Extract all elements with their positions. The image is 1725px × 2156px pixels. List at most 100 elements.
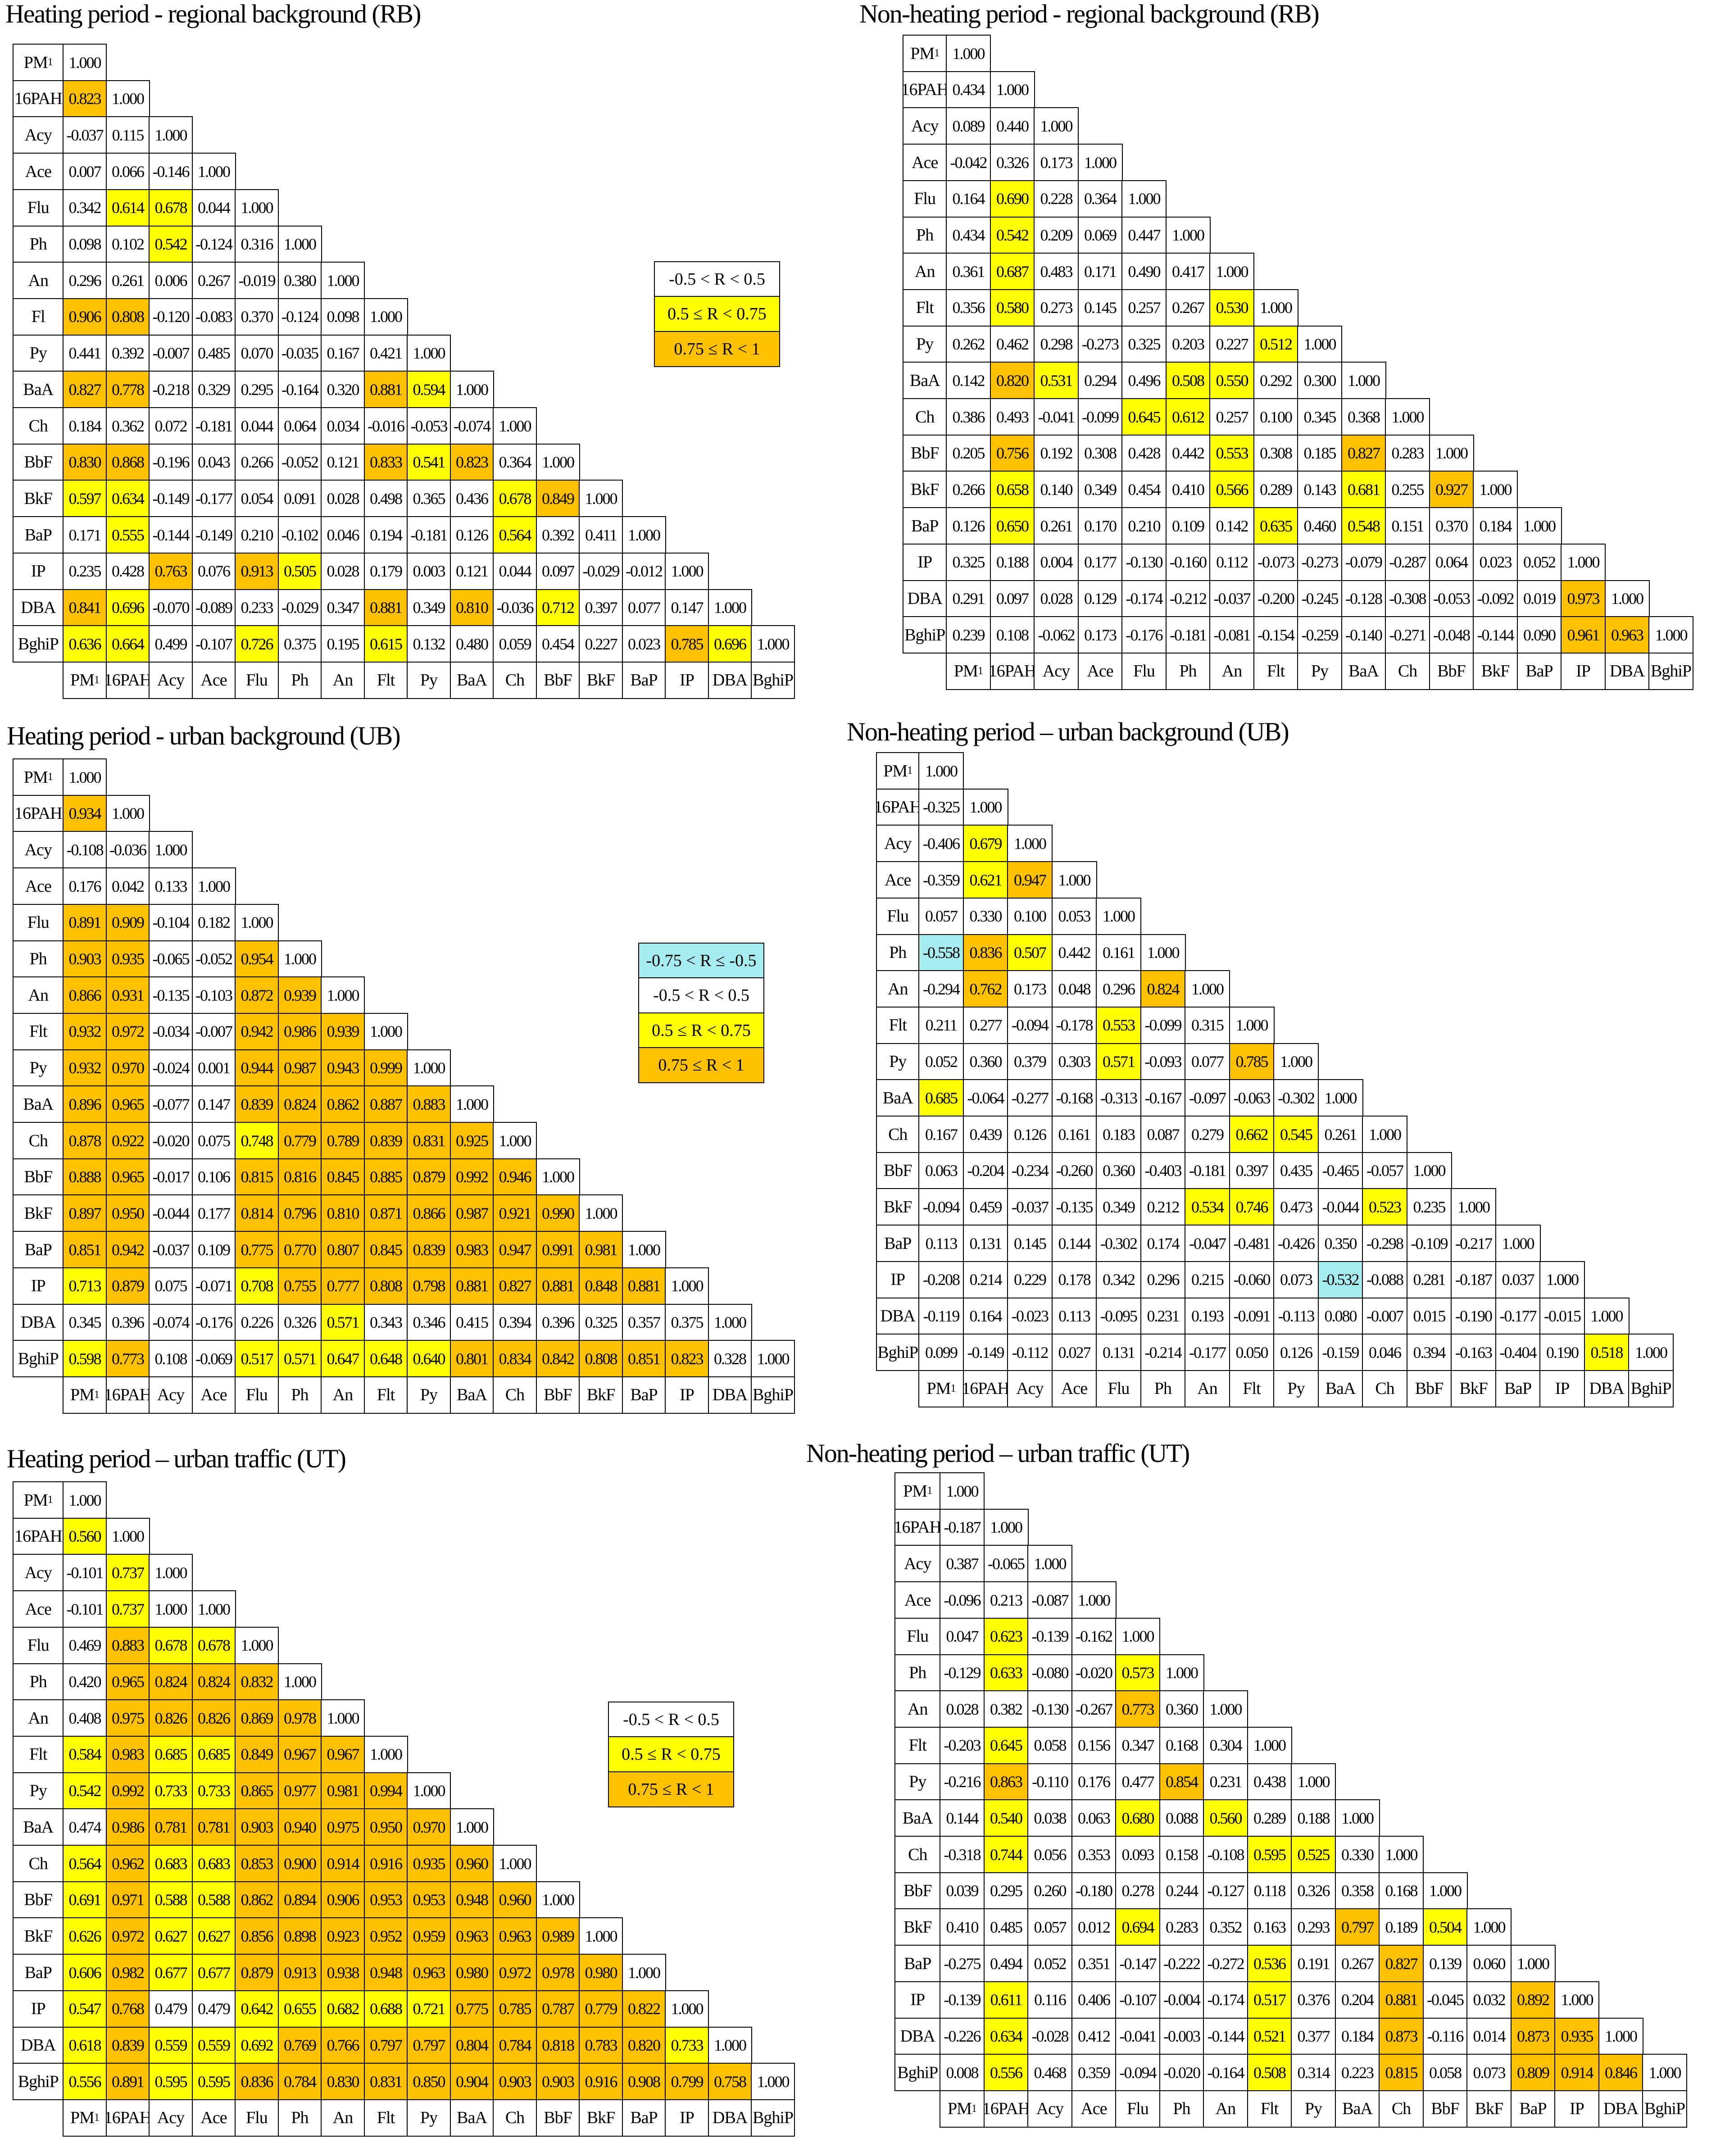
correlation-cell-an-ace: -0.267: [1071, 1690, 1117, 1728]
correlation-cell-bap-16pah: 0.494: [983, 1945, 1029, 1983]
correlation-cell-bbf-16pah: 0.756: [990, 434, 1035, 472]
correlation-cell-ph-ace: -0.124: [191, 225, 236, 263]
correlation-cell-baa-an: 0.560: [1203, 1799, 1248, 1837]
correlation-cell-an-an: 1.000: [321, 976, 365, 1014]
row-label: An: [894, 1690, 941, 1728]
correlation-cell-dba-pm1: -0.226: [940, 2017, 985, 2055]
correlation-cell-ph-ace: -0.052: [191, 940, 236, 978]
correlation-cell-dba-flt: 0.797: [363, 2026, 408, 2064]
column-label: DBA: [708, 661, 752, 699]
correlation-cell-py-acy: -0.110: [1027, 1763, 1072, 1801]
row-label: Flu: [13, 1626, 64, 1664]
correlation-cell-dba-ch: -0.308: [1385, 580, 1430, 617]
correlation-cell-py-an: 0.231: [1203, 1763, 1248, 1801]
column-label: Flu: [235, 1376, 279, 1414]
column-label: Ace: [191, 1376, 236, 1414]
correlation-cell-bkf-16pah: 0.485: [983, 1908, 1029, 1946]
correlation-cell-bghip-16pah: 0.664: [105, 625, 150, 663]
correlation-cell-dba-dba: 1.000: [708, 2026, 752, 2064]
correlation-cell-bghip-bap: 0.023: [622, 625, 666, 663]
correlation-cell-bbf-16pah: 0.971: [105, 1881, 150, 1919]
correlation-cell-bbf-pm1: 0.691: [63, 1881, 107, 1919]
correlation-cell-dba-ip: 0.147: [665, 589, 709, 626]
correlation-cell-bghip-acy: 0.108: [149, 1340, 193, 1378]
correlation-cell-ace-pm1: 0.007: [63, 153, 107, 191]
column-label: BaP: [1495, 1370, 1541, 1408]
correlation-cell-dba-an: -0.144: [1203, 2017, 1248, 2055]
correlation-cell-dba-bkf: -0.190: [1451, 1297, 1496, 1335]
correlation-cell-ace-acy: 0.133: [149, 867, 193, 905]
column-label: Py: [407, 2099, 451, 2137]
correlation-cell-bkf-ace: 0.012: [1071, 1908, 1117, 1946]
correlation-cell-py-an: 0.943: [321, 1049, 365, 1087]
correlation-cell-ch-ph: 0.064: [277, 407, 322, 445]
correlation-cell-bkf-ch: 0.963: [493, 1917, 537, 1955]
correlation-cell-baa-acy: 0.531: [1034, 362, 1079, 399]
column-label: DBA: [1604, 652, 1650, 690]
correlation-cell-ch-ace: 0.683: [191, 1845, 236, 1883]
row-label: BaP: [13, 516, 64, 554]
correlation-cell-dba-acy: -0.028: [1027, 2017, 1072, 2055]
correlation-cell-ph-acy: -0.080: [1027, 1654, 1072, 1692]
correlation-cell-bghip-pm1: 0.556: [63, 2063, 107, 2101]
correlation-cell-bghip-py: 0.640: [407, 1340, 451, 1378]
correlation-cell-baa-ace: 0.147: [191, 1085, 236, 1123]
correlation-cell-an-ph: 0.978: [277, 1699, 322, 1737]
correlation-cell-baa-baa: 1.000: [449, 1085, 494, 1123]
correlation-cell-dba-bap: 0.019: [1516, 580, 1562, 617]
correlation-cell-16pah-pm1: 0.934: [63, 794, 107, 832]
correlation-cell-baa-pm1: 0.685: [918, 1079, 964, 1117]
correlation-cell-bap-pm1: -0.275: [940, 1945, 985, 1983]
correlation-cell-dba-ch: 0.873: [1379, 2017, 1424, 2055]
correlation-cell-bghip-16pah: 0.891: [105, 2063, 150, 2101]
correlation-cell-bkf-pm1: -0.094: [918, 1188, 964, 1226]
correlation-cell-bkf-pm1: 0.597: [63, 480, 107, 517]
correlation-cell-bghip-bkf: -0.163: [1451, 1334, 1496, 1371]
correlation-cell-bbf-flt: 0.833: [363, 443, 408, 481]
column-label: IP: [1554, 2090, 1599, 2128]
column-label: Flt: [1247, 2090, 1292, 2128]
correlation-cell-bkf-ph: 0.091: [277, 480, 322, 517]
correlation-cell-bap-bbf: 0.139: [1422, 1945, 1468, 1983]
correlation-cell-bghip-bkf: 0.073: [1466, 2054, 1512, 2092]
correlation-cell-ip-py: 0.798: [407, 1267, 451, 1305]
column-label: Acy: [1034, 652, 1079, 690]
correlation-cell-bghip-an: 0.830: [321, 2063, 365, 2101]
correlation-cell-bap-flt: 0.635: [1253, 507, 1298, 545]
row-label: IP: [876, 1261, 920, 1298]
correlation-cell-flu-flu: 1.000: [235, 903, 279, 941]
correlation-cell-bbf-acy: 0.192: [1034, 434, 1079, 472]
correlation-cell-ch-16pah: 0.922: [105, 1122, 150, 1160]
correlation-cell-bkf-py: 0.866: [407, 1194, 451, 1232]
row-label: BghiP: [903, 616, 947, 654]
correlation-cell-flu-pm1: 0.164: [946, 180, 991, 218]
correlation-cell-ph-16pah: 0.836: [962, 934, 1008, 971]
correlation-cell-ch-flt: 0.662: [1229, 1116, 1275, 1153]
correlation-cell-bap-flt: 0.948: [363, 1954, 408, 1992]
correlation-cell-bghip-baa: 0.801: [449, 1340, 494, 1378]
correlation-cell-baa-flt: 0.292: [1253, 362, 1298, 399]
correlation-cell-dba-baa: 0.804: [449, 2026, 494, 2064]
correlation-cell-dba-py: -0.245: [1297, 580, 1342, 617]
correlation-cell-py-pm1: -0.216: [940, 1763, 985, 1801]
correlation-cell-ip-ch: -0.088: [1362, 1261, 1407, 1298]
correlation-cell-bbf-ph: -0.403: [1140, 1152, 1186, 1189]
correlation-cell-ip-flu: 0.708: [235, 1267, 279, 1305]
correlation-cell-ch-an: 0.257: [1209, 398, 1254, 436]
correlation-cell-bap-ch: 0.947: [493, 1231, 537, 1269]
column-label: PM 1: [918, 1370, 964, 1408]
legend-item-none: -0.5 < R < 0.5: [608, 1701, 734, 1738]
correlation-cell-ip-bap: 0.822: [622, 1990, 666, 2028]
correlation-cell-py-16pah: 0.360: [962, 1043, 1008, 1080]
correlation-cell-dba-ace: 0.113: [1051, 1297, 1097, 1335]
correlation-cell-bap-baa: 0.126: [449, 516, 494, 554]
correlation-cell-baa-ace: -0.168: [1051, 1079, 1097, 1117]
correlation-cell-bap-ph: 0.770: [277, 1231, 322, 1269]
correlation-cell-ip-ace: -0.071: [191, 1267, 236, 1305]
correlation-cell-flt-acy: -0.034: [149, 1012, 193, 1051]
row-label: Ch: [13, 1845, 64, 1883]
correlation-cell-bghip-pm1: 0.636: [63, 625, 107, 663]
correlation-cell-ip-bkf: -0.029: [579, 552, 623, 590]
correlation-cell-ch-ace: 0.161: [1051, 1116, 1097, 1153]
legend-item-none: -0.5 < R < 0.5: [654, 261, 780, 297]
